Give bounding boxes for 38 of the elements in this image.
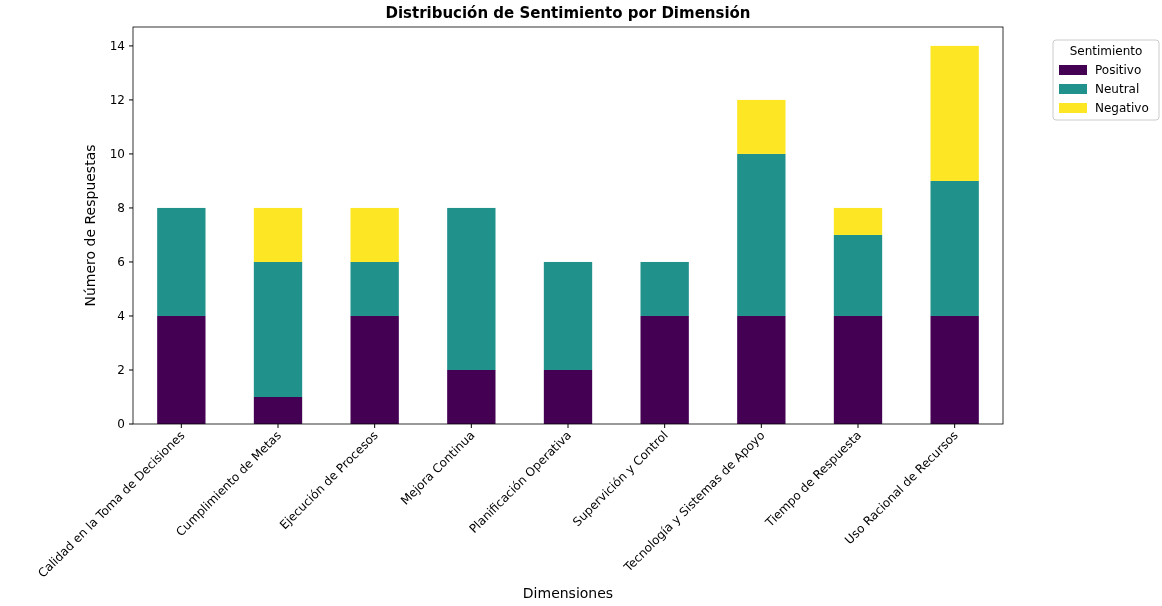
y-tick-label: 14 [109,39,125,54]
legend-label: Positivo [1095,63,1142,78]
y-axis-title: Número de Respuestas [82,144,98,307]
bar [447,369,496,424]
legend-title: Sentimiento [1069,44,1143,58]
bar [640,261,689,316]
chart-title: Distribución de Sentimiento por Dimensión [385,4,751,22]
bar [833,234,883,316]
legend-label: Neutral [1095,82,1140,97]
bar [157,315,206,424]
bar [253,261,303,397]
y-tick-label: 6 [117,255,125,270]
bar [930,315,979,424]
y-tick-label: 2 [117,363,125,378]
y-tick-label: 12 [109,93,125,108]
bar [350,315,399,424]
bar [833,207,883,235]
bar [350,261,399,316]
bar [737,153,786,316]
bar [543,261,593,370]
bar [930,45,979,181]
y-tick-label: 0 [117,417,125,432]
x-axis-title: Dimensiones [522,585,614,601]
bar [737,315,786,424]
bar [350,207,399,262]
bar [640,315,689,424]
bar [157,207,206,316]
bar [253,396,303,424]
y-tick-label: 10 [109,147,125,162]
bar [930,180,979,316]
bar [737,99,786,154]
bar [543,369,593,424]
legend-label: Negativo [1095,101,1149,116]
y-tick-label: 8 [117,201,125,216]
bar [253,207,303,262]
bar [833,315,883,424]
bar [447,207,496,370]
y-tick-label: 4 [117,309,125,324]
